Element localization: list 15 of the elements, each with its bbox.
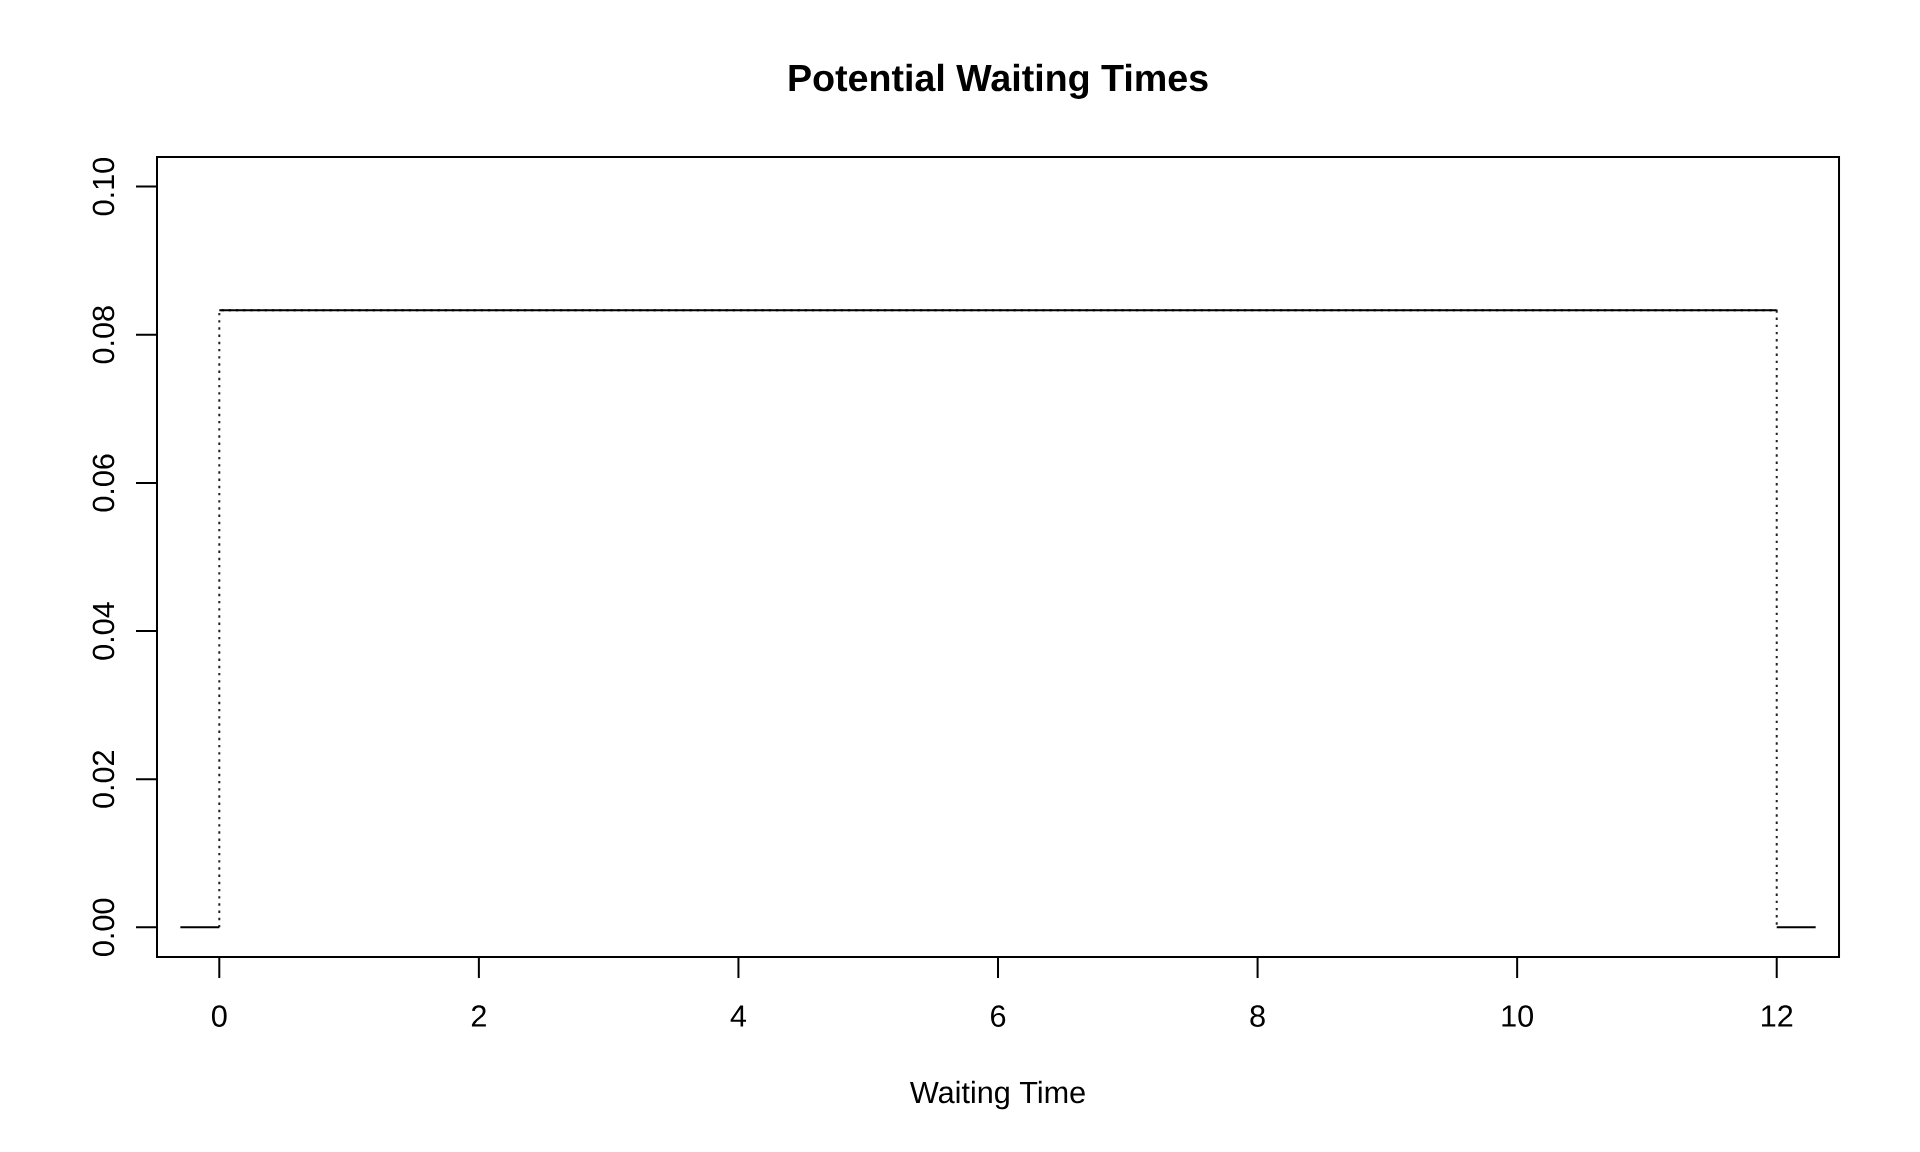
x-tick-label: 10 (1502, 1005, 1533, 1027)
y-tick-label: 0.08 (92, 306, 115, 364)
y-tick-label: 0.04 (92, 602, 115, 660)
y-tick-label: 0.10 (92, 158, 115, 216)
x-tick-label: 0 (211, 1005, 227, 1027)
x-tick-label: 12 (1762, 1005, 1793, 1027)
y-tick-label: 0.06 (92, 454, 115, 512)
x-tick-label: 4 (730, 1005, 747, 1027)
y-tick-label: 0.00 (92, 898, 115, 956)
y-tick-label: 0.02 (92, 750, 115, 808)
x-axis-title: Waiting Time (910, 1080, 1085, 1110)
chart-title: Potential Waiting Times (789, 63, 1208, 99)
x-tick-label: 2 (471, 1005, 486, 1027)
x-tick-label: 8 (1250, 1005, 1265, 1027)
x-tick-label: 6 (991, 1005, 1006, 1027)
